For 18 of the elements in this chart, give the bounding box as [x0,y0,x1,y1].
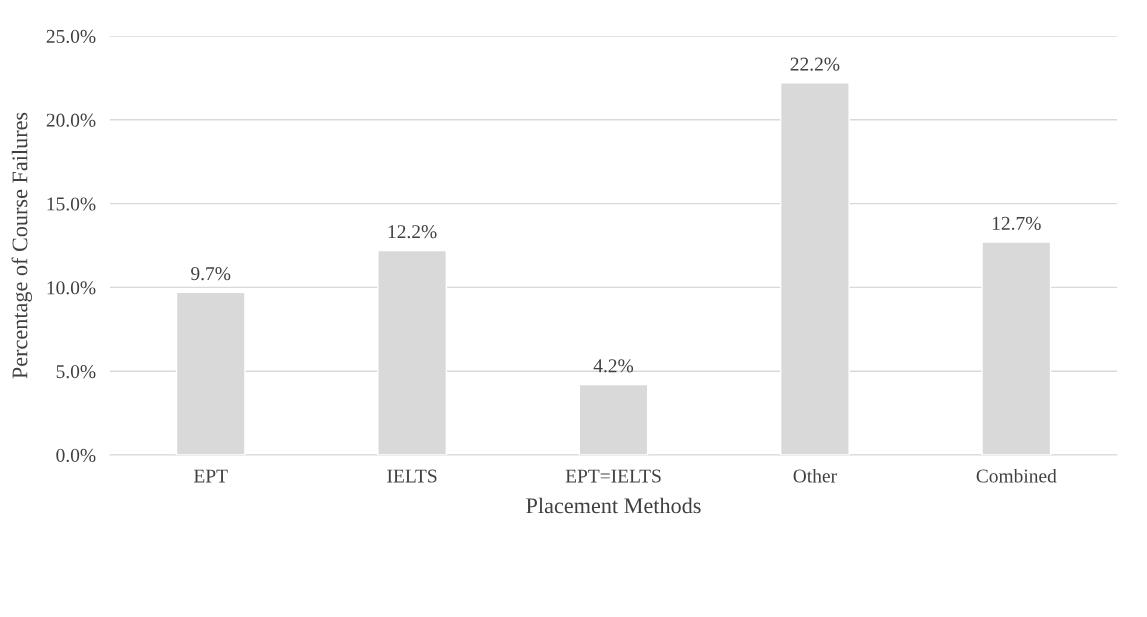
x-tick-label: IELTS [387,469,437,483]
x-tick-label: EPT=IELTS [565,469,661,483]
y-tick-label: 0.0% [56,448,96,463]
x-tick-label: EPT [193,469,228,483]
y-tick-label: 5.0% [56,365,96,379]
data-label: 22.2% [790,57,840,71]
y-tick-label: 20.0% [46,113,96,127]
data-label: 9.7% [191,267,231,281]
x-tick-label: Other [793,468,837,483]
x-axis-title: Placement Methods [526,497,701,514]
y-axis-title: Percentage of Course Failures [11,112,32,379]
x-tick-label: Combined [976,468,1057,483]
y-tick-label: 15.0% [47,197,96,211]
data-label: 12.2% [388,225,437,239]
data-label: 12.7% [992,216,1041,230]
y-tick-label: 25.0% [46,29,96,44]
y-tick-label: 10.0% [47,281,96,295]
data-label: 4.2% [593,359,634,373]
